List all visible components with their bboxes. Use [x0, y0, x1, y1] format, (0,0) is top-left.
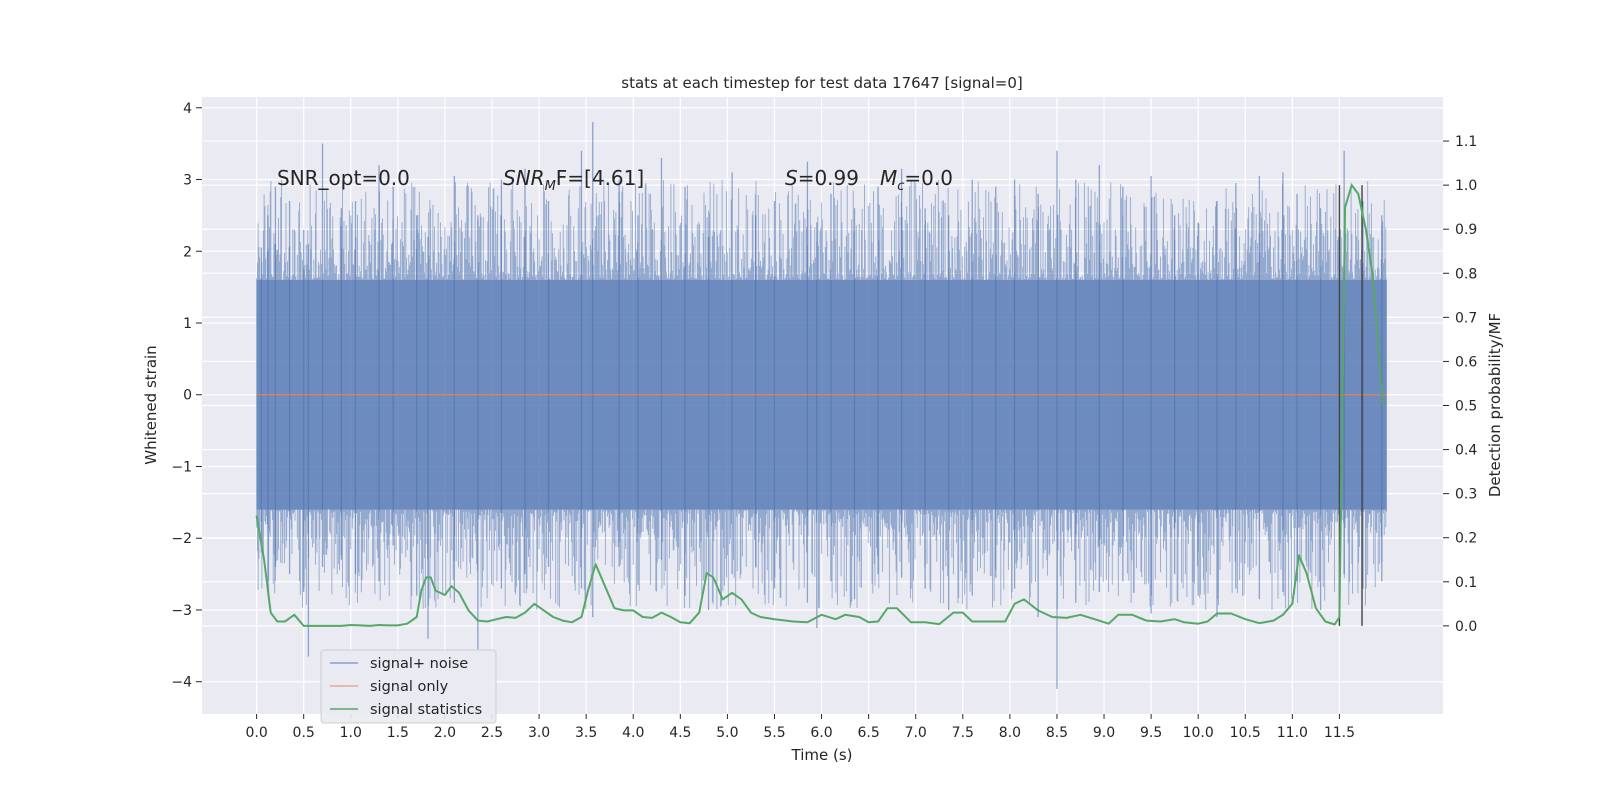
annotation-mc-rest: =0.0 — [904, 166, 953, 190]
y2-tick-label-0: 0.0 — [1455, 619, 1477, 635]
annotation-snr-mf: SNRMF=[4.61] — [503, 166, 644, 194]
y-tick-label-8: 4 — [183, 101, 192, 117]
x-axis-ticks: 0.0 0.5 1.0 1.5 2.0 2.5 3.0 3.5 4.0 4.5 5.0 5.5 6.0 6… — [245, 714, 1355, 741]
x-tick-label-15: 7.5 — [952, 725, 974, 741]
annotation-snr-mf-sub: M — [545, 179, 556, 194]
y-axis-label: Whitened strain — [142, 345, 160, 464]
x-tick-label-13: 6.5 — [858, 725, 880, 741]
legend-label-noise: signal+ noise — [370, 656, 468, 672]
x-tick-label-19: 9.5 — [1140, 725, 1162, 741]
y2-tick-label-8: 0.8 — [1455, 266, 1477, 282]
x-tick-label-0: 0.0 — [245, 725, 267, 741]
annotation-snr-mf-rest: F=[4.61] — [556, 166, 644, 190]
y2-tick-label-10: 1.0 — [1455, 178, 1477, 194]
x-tick-label-20: 10.0 — [1183, 725, 1214, 741]
y2-tick-label-1: 0.1 — [1455, 575, 1477, 591]
x-tick-label-23: 11.5 — [1324, 725, 1355, 741]
legend-label-signal: signal only — [370, 679, 449, 695]
x-tick-label-2: 1.0 — [340, 725, 362, 741]
annotation-s-main: S — [785, 166, 798, 190]
annotation-mc-main: M — [880, 166, 897, 190]
annotation-mc: Mc=0.0 — [880, 166, 953, 194]
y2-tick-label-5: 0.5 — [1455, 399, 1477, 415]
x-tick-label-3: 1.5 — [387, 725, 409, 741]
signal-statistics-series — [255, 184, 1384, 627]
x-tick-label-5: 2.5 — [481, 725, 503, 741]
y-tick-label-2: −2 — [171, 531, 192, 547]
x-tick-label-21: 10.5 — [1230, 725, 1261, 741]
x-tick-label-12: 6.0 — [810, 725, 832, 741]
annotation-snr-opt: SNR_opt=0.0 — [277, 166, 410, 190]
y-tick-label-3: −1 — [171, 459, 192, 475]
annotation-s: S=0.99 — [785, 166, 859, 190]
y2-axis-ticks: 0.0 0.1 0.2 0.3 0.4 0.5 0.6 0.7 0.8 0.9 1.0 1.1 — [1443, 134, 1477, 635]
annotation-mc-sub: c — [897, 179, 904, 194]
y2-tick-label-9: 0.9 — [1455, 222, 1477, 238]
annotation-s-rest: =0.99 — [798, 166, 859, 190]
y2-tick-label-2: 0.2 — [1455, 531, 1477, 547]
x-tick-label-6: 3.0 — [528, 725, 550, 741]
x-tick-label-11: 5.5 — [763, 725, 785, 741]
x-tick-label-17: 8.5 — [1046, 725, 1068, 741]
annotation-snr-mf-main: SNR — [503, 166, 545, 190]
chart-title: stats at each timestep for test data 176… — [621, 74, 1022, 92]
y-tick-label-6: 2 — [183, 244, 192, 260]
y2-tick-label-3: 0.3 — [1455, 487, 1477, 503]
y-tick-label-0: −4 — [171, 675, 192, 691]
x-tick-label-1: 0.5 — [293, 725, 315, 741]
y-tick-label-4: 0 — [183, 388, 192, 404]
legend-box — [320, 649, 497, 724]
x-axis-label: Time (s) — [791, 746, 853, 764]
y2-tick-label-7: 0.7 — [1455, 310, 1477, 326]
y2-tick-label-11: 1.1 — [1455, 134, 1477, 150]
y-tick-label-1: −3 — [171, 603, 192, 619]
x-tick-label-7: 3.5 — [575, 725, 597, 741]
x-tick-label-14: 7.0 — [905, 725, 927, 741]
y-tick-label-7: 3 — [183, 173, 192, 189]
y2-axis-label: Detection probability/MF — [1486, 313, 1504, 497]
x-tick-label-10: 5.0 — [716, 725, 738, 741]
y2-tick-label-6: 0.6 — [1455, 354, 1477, 370]
signal-statistics-line — [255, 184, 1384, 627]
x-tick-label-8: 4.0 — [622, 725, 644, 741]
legend-label-stats: signal statistics — [370, 702, 482, 718]
x-tick-label-16: 8.0 — [999, 725, 1021, 741]
y-tick-label-5: 1 — [183, 316, 192, 332]
y-axis-ticks: −4 −3 −2 −1 0 1 2 3 4 — [171, 101, 202, 691]
legend: signal+ noise signal only signal statist… — [320, 649, 497, 724]
y2-tick-label-4: 0.4 — [1455, 443, 1477, 459]
x-tick-label-22: 11.0 — [1277, 725, 1308, 741]
x-tick-label-9: 4.5 — [669, 725, 691, 741]
x-tick-label-18: 9.0 — [1093, 725, 1115, 741]
x-tick-label-4: 2.0 — [434, 725, 456, 741]
